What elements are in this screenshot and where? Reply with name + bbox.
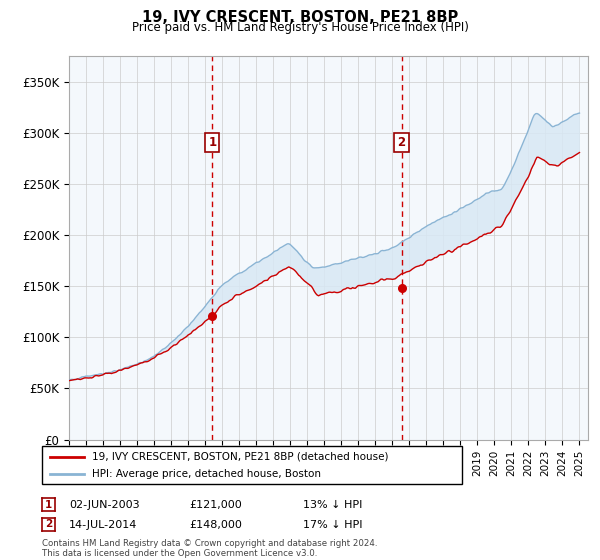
Text: Price paid vs. HM Land Registry's House Price Index (HPI): Price paid vs. HM Land Registry's House … [131,21,469,34]
Text: 02-JUN-2003: 02-JUN-2003 [69,500,140,510]
Text: 13% ↓ HPI: 13% ↓ HPI [303,500,362,510]
Text: 2: 2 [45,519,52,529]
Text: £121,000: £121,000 [189,500,242,510]
Text: 19, IVY CRESCENT, BOSTON, PE21 8BP (detached house): 19, IVY CRESCENT, BOSTON, PE21 8BP (deta… [92,452,389,462]
Text: 1: 1 [45,500,52,510]
Text: 14-JUL-2014: 14-JUL-2014 [69,520,137,530]
Text: 17% ↓ HPI: 17% ↓ HPI [303,520,362,530]
FancyBboxPatch shape [42,446,462,484]
Text: 1: 1 [208,137,217,150]
Text: £148,000: £148,000 [189,520,242,530]
Text: 19, IVY CRESCENT, BOSTON, PE21 8BP: 19, IVY CRESCENT, BOSTON, PE21 8BP [142,10,458,25]
Text: Contains HM Land Registry data © Crown copyright and database right 2024.
This d: Contains HM Land Registry data © Crown c… [42,539,377,558]
Text: HPI: Average price, detached house, Boston: HPI: Average price, detached house, Bost… [92,469,322,479]
Text: 2: 2 [397,137,406,150]
